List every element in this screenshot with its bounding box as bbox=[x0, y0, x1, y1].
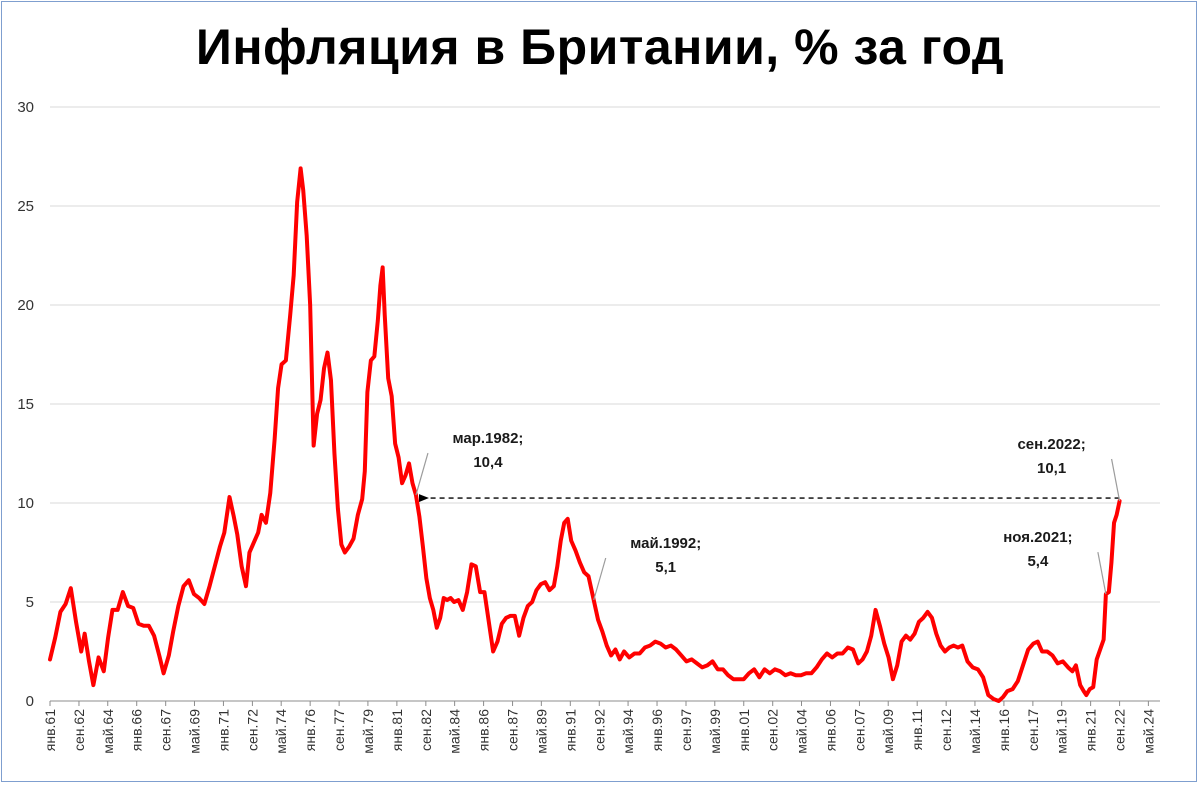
annotation-leader bbox=[415, 452, 429, 496]
annotations: мар.1982; 10,4 май.1992; 5,1 сен.2022; 10,1 но… bbox=[415, 430, 1121, 601]
annotation-label: 10,4 bbox=[473, 454, 503, 471]
x-tick-label: янв.66 bbox=[129, 709, 145, 751]
annotation-leader bbox=[593, 557, 607, 601]
x-tick-label: май.79 bbox=[360, 709, 376, 754]
x-tick-label: сен.17 bbox=[1025, 709, 1041, 751]
x-tick-label: май.89 bbox=[533, 709, 549, 754]
x-tick-label: сен.67 bbox=[158, 709, 174, 751]
annotation-label: 10,1 bbox=[1037, 460, 1066, 477]
y-axis: 0 5 10 15 20 25 30 bbox=[17, 99, 34, 710]
x-tick-label: сен.82 bbox=[418, 709, 434, 751]
x-tick-label: май.14 bbox=[967, 709, 983, 754]
y-tick-label: 30 bbox=[17, 99, 34, 116]
x-tick-label: сен.07 bbox=[851, 709, 867, 751]
y-tick-label: 0 bbox=[26, 693, 34, 710]
y-tick-label: 5 bbox=[26, 594, 34, 611]
chart-title: Инфляция в Британии, % за год bbox=[195, 19, 1005, 75]
x-tick-label: янв.86 bbox=[476, 709, 492, 751]
annotation-label: мар.1982; bbox=[452, 430, 523, 447]
x-tick-label: май.74 bbox=[273, 709, 289, 754]
x-tick-label: май.09 bbox=[880, 709, 896, 754]
x-tick-label: янв.76 bbox=[302, 709, 318, 751]
annotation-label: май.1992; bbox=[630, 535, 701, 552]
x-tick-label: сен.62 bbox=[71, 709, 87, 751]
x-tick-label: сен.72 bbox=[244, 709, 260, 751]
x-tick-label: янв.11 bbox=[909, 709, 925, 750]
y-tick-label: 15 bbox=[17, 396, 34, 413]
x-tick-label: сен.22 bbox=[1112, 709, 1128, 751]
x-tick-label: янв.61 bbox=[42, 709, 58, 751]
x-tick-label: янв.21 bbox=[1083, 709, 1099, 751]
x-tick-label: янв.16 bbox=[996, 709, 1012, 751]
x-tick-label: янв.91 bbox=[562, 709, 578, 751]
y-tick-label: 20 bbox=[17, 297, 34, 314]
x-tick-label: сен.02 bbox=[765, 709, 781, 751]
x-tick-label: май.24 bbox=[1140, 709, 1156, 754]
x-axis: янв.61 сен.62 май.64 янв.66 сен.67 май.69 янв.… bbox=[42, 700, 1160, 754]
annotation-label: ноя.2021; bbox=[1003, 529, 1072, 546]
x-tick-label: май.69 bbox=[186, 709, 202, 754]
x-tick-label: янв.81 bbox=[389, 709, 405, 751]
x-tick-label: янв.96 bbox=[649, 709, 665, 751]
annotation-label: 5,4 bbox=[1027, 553, 1049, 570]
x-tick-label: сен.12 bbox=[938, 709, 954, 751]
grid-lines bbox=[50, 106, 1160, 603]
x-tick-label: сен.87 bbox=[505, 709, 521, 751]
annotation-leader bbox=[1097, 551, 1107, 595]
x-tick-label: май.04 bbox=[794, 709, 810, 754]
x-tick-label: сен.77 bbox=[331, 709, 347, 751]
x-tick-label: май.99 bbox=[707, 709, 723, 754]
x-tick-label: янв.06 bbox=[822, 709, 838, 751]
x-tick-label: май.64 bbox=[100, 709, 116, 754]
annotation-leader bbox=[1110, 458, 1121, 502]
x-tick-label: май.19 bbox=[1054, 709, 1070, 754]
y-tick-label: 25 bbox=[17, 198, 34, 215]
x-tick-label: май.94 bbox=[620, 709, 636, 754]
x-tick-label: май.84 bbox=[447, 709, 463, 754]
y-tick-label: 10 bbox=[17, 495, 34, 512]
x-tick-label: янв.01 bbox=[736, 709, 752, 751]
x-tick-label: сен.92 bbox=[591, 709, 607, 751]
series-line bbox=[48, 166, 1122, 703]
series-group bbox=[48, 166, 1122, 703]
annotation-label: сен.2022; bbox=[1017, 436, 1085, 453]
x-tick-label: янв.71 bbox=[215, 709, 231, 751]
annotation-label: 5,1 bbox=[655, 559, 676, 576]
x-tick-label: сен.97 bbox=[678, 709, 694, 751]
